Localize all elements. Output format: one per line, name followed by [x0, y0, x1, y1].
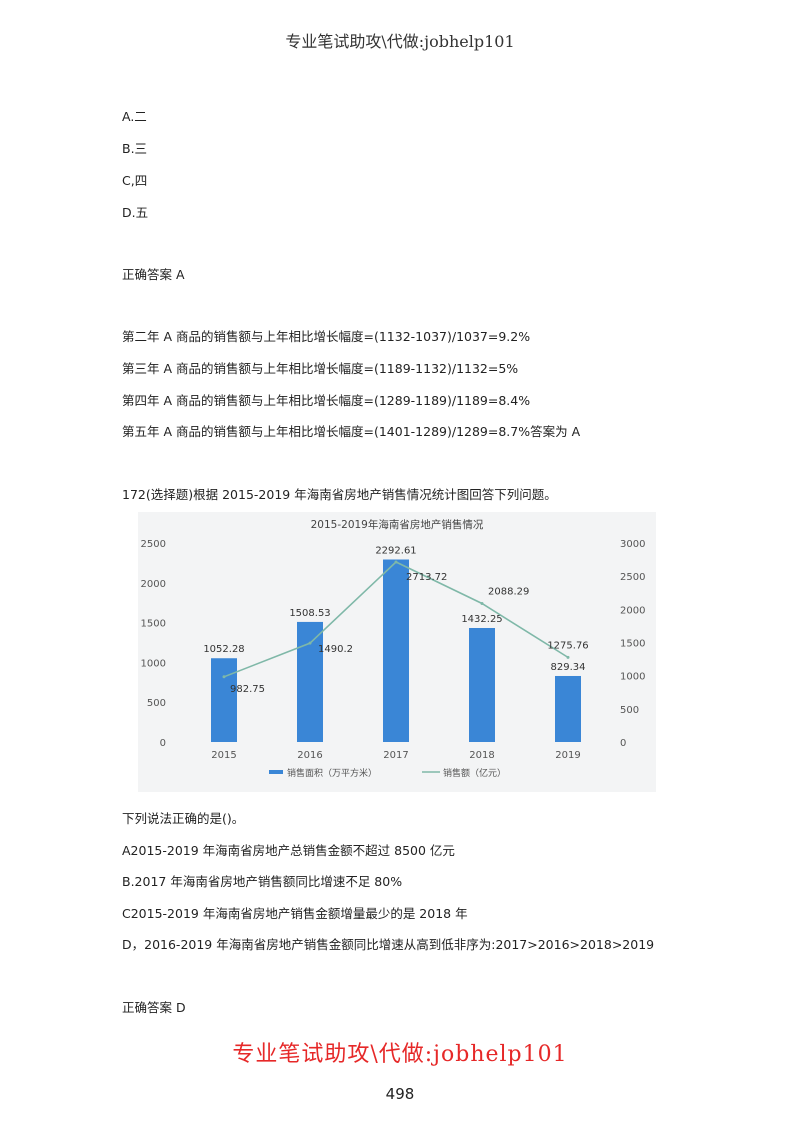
- option-b: B.2017 年海南省房地产销售额同比增速不足 80%: [122, 874, 403, 889]
- right-axis-tick: 2000: [620, 605, 645, 616]
- answer: 正确答案 D: [122, 1000, 186, 1015]
- bar-label: 1432.25: [461, 614, 502, 625]
- explanation-line: 第四年 A 商品的销售额与上年相比增长幅度=(1289-1189)/1189=8…: [122, 393, 531, 408]
- bar-label: 1508.53: [289, 608, 330, 619]
- right-axis-tick: 3000: [620, 539, 645, 550]
- explanation-line: 第二年 A 商品的销售额与上年相比增长幅度=(1132-1037)/1037=9…: [122, 329, 531, 344]
- bar: [211, 658, 237, 742]
- combo-chart: 2015-2019年海南省房地产销售情况 0 500 1000 1500 2000 2500…: [141, 518, 646, 779]
- left-axis-tick: 500: [147, 698, 166, 709]
- page-number: 498: [385, 1085, 415, 1103]
- right-axis-tick: 500: [620, 705, 639, 716]
- option-a: A2015-2019 年海南省房地产总销售金额不超过 8500 亿元: [122, 843, 455, 858]
- option-c: C2015-2019 年海南省房地产销售金额增量最少的是 2018 年: [122, 906, 468, 921]
- option-a-prev: A.二: [122, 109, 147, 124]
- left-axis-tick: 1000: [141, 658, 166, 669]
- page-header: 专业笔试助攻\代做:jobhelp101: [285, 32, 515, 51]
- right-axis-tick: 1000: [620, 672, 645, 683]
- line-point: [480, 601, 484, 605]
- right-axis-tick: 2500: [620, 572, 645, 583]
- option-d-prev: D.五: [122, 205, 149, 220]
- bar-label: 1052.28: [203, 644, 244, 655]
- chart-title: 2015-2019年海南省房地产销售情况: [311, 518, 484, 531]
- question-text: 172(选择题)根据 2015-2019 年海南省房地产销售情况统计图回答下列问…: [122, 487, 557, 502]
- right-axis-tick: 0: [620, 738, 626, 749]
- legend-line-label: 销售额（亿元）: [443, 767, 506, 779]
- watermark: 专业笔试助攻\代做:jobhelp101: [232, 1042, 568, 1067]
- line-label: 1275.76: [547, 640, 588, 651]
- bar: [383, 559, 409, 742]
- legend-bar-label: 销售面积（万平方米）: [287, 767, 377, 779]
- line-label: 982.75: [230, 684, 265, 695]
- left-axis-tick: 1500: [141, 619, 166, 630]
- line-label: 2713.72: [406, 572, 447, 583]
- explanation-line: 第五年 A 商品的销售额与上年相比增长幅度=(1401-1289)/1289=8…: [122, 424, 581, 439]
- chart-image: 2015-2019年海南省房地产销售情况 0 500 1000 1500 2000 2500…: [138, 512, 656, 792]
- bar: [555, 675, 581, 742]
- bar: [297, 621, 323, 742]
- line-point: [222, 675, 226, 679]
- line-label: 2088.29: [488, 586, 529, 597]
- x-axis-tick: 2015: [211, 750, 236, 761]
- x-axis-tick: 2018: [469, 750, 494, 761]
- line-label: 1490.2: [318, 644, 353, 655]
- left-axis-tick: 2500: [141, 539, 166, 550]
- left-axis-tick: 0: [160, 738, 166, 749]
- legend-bar-swatch: [269, 770, 283, 774]
- bar-label: 829.34: [551, 662, 586, 673]
- left-axis-tick: 2000: [141, 579, 166, 590]
- x-axis-tick: 2016: [297, 750, 322, 761]
- line-point: [308, 641, 312, 645]
- question-prompt: 下列说法正确的是()。: [122, 811, 245, 826]
- bar: [469, 627, 495, 742]
- option-c-prev: C,四: [122, 173, 148, 188]
- option-b-prev: B.三: [122, 141, 148, 156]
- bar-label: 2292.61: [375, 546, 416, 557]
- right-axis-tick: 1500: [620, 639, 645, 650]
- line-point: [394, 560, 398, 564]
- x-axis-tick: 2017: [383, 750, 408, 761]
- answer-prev: 正确答案 A: [122, 267, 185, 282]
- line-point: [566, 655, 570, 659]
- x-axis-tick: 2019: [555, 750, 580, 761]
- explanation-line: 第三年 A 商品的销售额与上年相比增长幅度=(1189-1132)/1132=5…: [122, 361, 519, 376]
- option-d: D，2016-2019 年海南省房地产销售金额同比增速从高到低非序为:2017>…: [122, 937, 655, 952]
